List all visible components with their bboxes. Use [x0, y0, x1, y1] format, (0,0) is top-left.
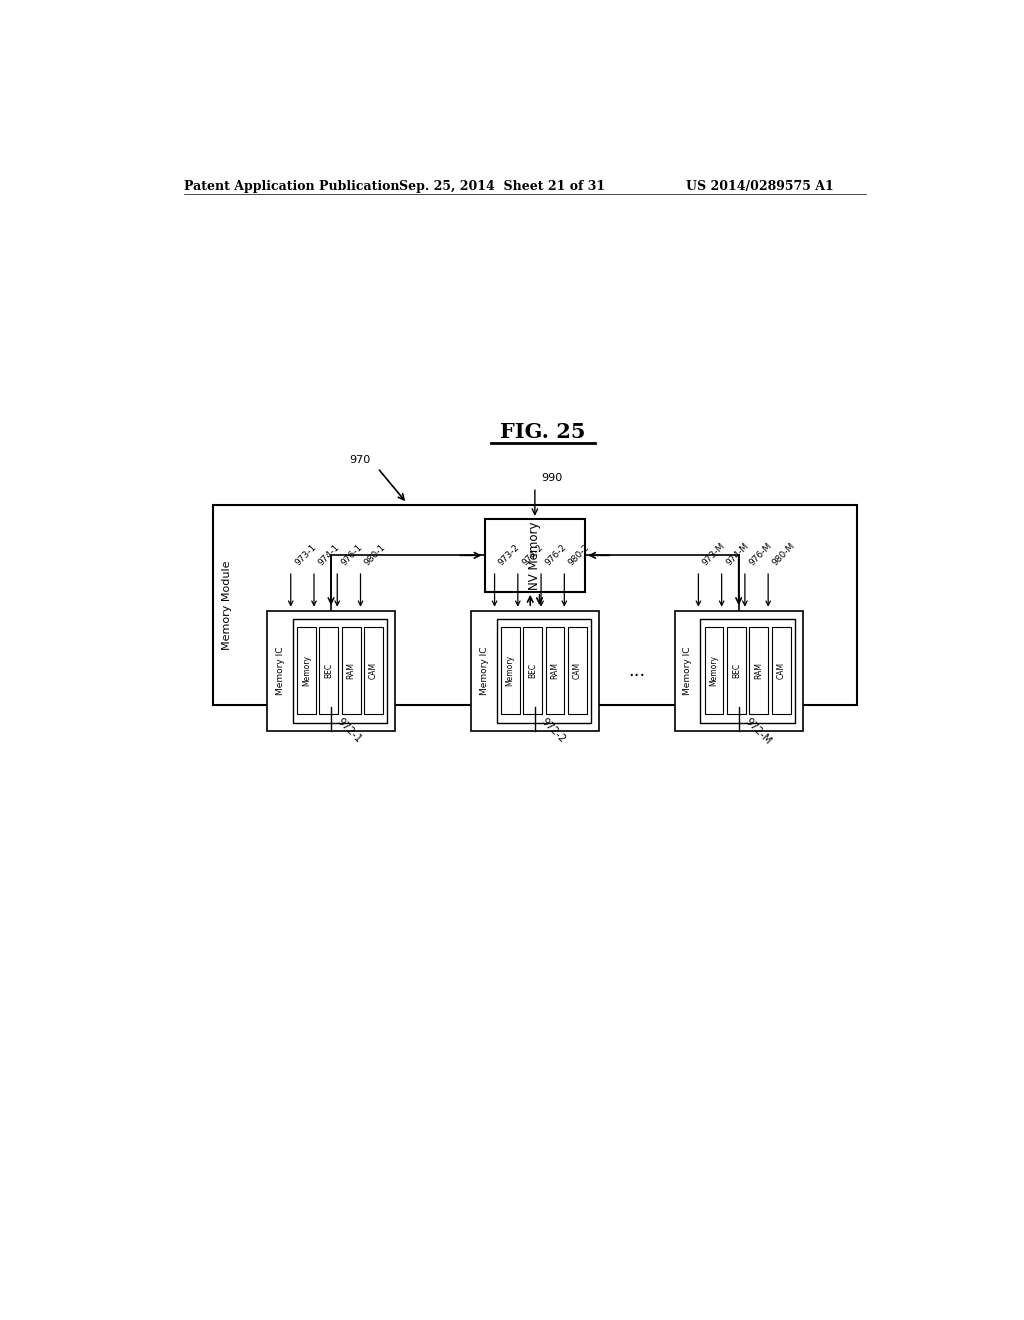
Text: 980-2: 980-2: [566, 543, 592, 568]
Text: RAM: RAM: [347, 663, 355, 680]
Text: 974-1: 974-1: [316, 543, 341, 568]
Bar: [501, 627, 519, 714]
Text: CAM: CAM: [369, 663, 378, 680]
Bar: [293, 619, 387, 723]
Text: Memory Module: Memory Module: [222, 560, 232, 649]
Bar: [267, 611, 395, 730]
Text: 990: 990: [541, 474, 562, 483]
Text: Memory: Memory: [506, 655, 515, 686]
Text: FIG. 25: FIG. 25: [500, 422, 586, 442]
Text: 973-2: 973-2: [497, 543, 522, 568]
Text: 972-2: 972-2: [539, 717, 567, 744]
Text: BEC: BEC: [528, 663, 538, 678]
Text: Sep. 25, 2014  Sheet 21 of 31: Sep. 25, 2014 Sheet 21 of 31: [399, 180, 605, 193]
Text: US 2014/0289575 A1: US 2014/0289575 A1: [686, 180, 834, 193]
Text: NV Memory: NV Memory: [528, 521, 542, 590]
Text: Memory: Memory: [302, 655, 311, 686]
Text: 974-M: 974-M: [724, 541, 751, 568]
Bar: [523, 627, 542, 714]
Text: 976-M: 976-M: [748, 541, 773, 568]
Bar: [705, 627, 724, 714]
Bar: [546, 627, 564, 714]
Text: Memory: Memory: [710, 655, 719, 686]
Text: 974-2: 974-2: [520, 543, 545, 568]
Text: 976-1: 976-1: [340, 543, 365, 568]
Bar: [568, 627, 587, 714]
Text: 970: 970: [349, 455, 370, 465]
Bar: [365, 627, 383, 714]
Text: BEC: BEC: [732, 663, 741, 678]
Bar: [319, 627, 338, 714]
Bar: [342, 627, 360, 714]
Text: 980-1: 980-1: [362, 543, 388, 568]
Text: RAM: RAM: [755, 663, 763, 680]
Bar: [727, 627, 745, 714]
Bar: [750, 627, 768, 714]
Bar: [471, 611, 599, 730]
Text: 973-1: 973-1: [293, 543, 318, 568]
Text: CAM: CAM: [572, 663, 582, 680]
Text: Patent Application Publication: Patent Application Publication: [183, 180, 399, 193]
Text: Memory IC: Memory IC: [683, 647, 692, 696]
Text: RAM: RAM: [551, 663, 559, 680]
Text: ...: ...: [628, 661, 645, 680]
Text: 980-M: 980-M: [770, 541, 797, 568]
Bar: [772, 627, 791, 714]
Bar: [484, 519, 586, 591]
Bar: [213, 506, 856, 705]
Text: 972-M: 972-M: [742, 717, 773, 747]
Bar: [497, 619, 591, 723]
Bar: [700, 619, 795, 723]
Text: BEC: BEC: [325, 663, 333, 678]
Text: 973-M: 973-M: [700, 541, 727, 568]
Text: Memory IC: Memory IC: [275, 647, 285, 696]
Text: 972-1: 972-1: [335, 717, 364, 744]
Text: 976-2: 976-2: [544, 543, 568, 568]
Bar: [297, 627, 315, 714]
Text: CAM: CAM: [776, 663, 785, 680]
Text: Memory IC: Memory IC: [479, 647, 488, 696]
Bar: [675, 611, 803, 730]
